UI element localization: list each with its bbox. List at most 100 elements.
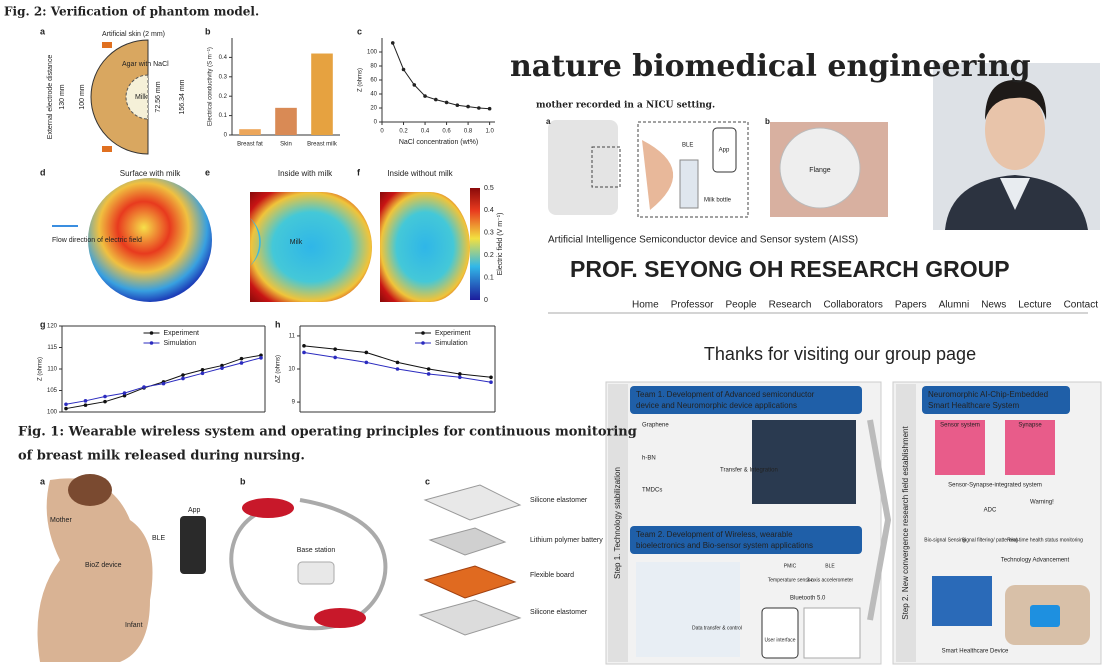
milk-field bbox=[250, 218, 261, 266]
point bbox=[455, 103, 460, 107]
y-tick-label: 11 bbox=[289, 334, 296, 340]
figure-title: of breast milk released during nursing. bbox=[18, 449, 305, 464]
point bbox=[466, 104, 470, 109]
label: Signal filtering/ patterning bbox=[962, 537, 1019, 543]
y-tick-label: 110 bbox=[47, 367, 57, 373]
panel-letter: f bbox=[357, 167, 361, 177]
label: Silicone elastomer bbox=[530, 497, 588, 504]
journal-title: nature biomedical engineering bbox=[510, 49, 1031, 84]
label: Bluetooth 5.0 bbox=[790, 596, 826, 602]
y-tick-label: 0.3 bbox=[219, 74, 228, 80]
patch-layers bbox=[636, 562, 740, 657]
face bbox=[985, 90, 1045, 170]
layer-top bbox=[423, 484, 522, 521]
surface-field bbox=[88, 178, 212, 302]
nav-link[interactable]: News bbox=[981, 300, 1006, 311]
label: ADC bbox=[984, 508, 997, 514]
label: a bbox=[546, 117, 551, 126]
y-tick-label: 100 bbox=[367, 50, 378, 56]
point bbox=[434, 97, 438, 102]
y-tick-label: 0.4 bbox=[219, 55, 228, 61]
legend-label: Experiment bbox=[164, 330, 199, 337]
label: Step 1. Technology stabilization bbox=[613, 467, 622, 579]
label: Smart Healthcare System bbox=[928, 401, 1019, 410]
nav-link[interactable]: Lecture bbox=[1018, 300, 1052, 311]
y-tick-label: 10 bbox=[288, 367, 295, 373]
panel-letter: c bbox=[425, 476, 430, 486]
label: Agar with NaCl bbox=[122, 61, 169, 68]
label: Infant bbox=[125, 622, 143, 629]
label: 3-axis accelerometer bbox=[807, 577, 854, 583]
point bbox=[444, 100, 449, 105]
hair bbox=[68, 474, 112, 506]
point bbox=[122, 393, 127, 398]
label: BLE bbox=[825, 563, 835, 569]
figure-title: Fig. 2: Verification of phantom model. bbox=[4, 5, 259, 19]
step1-bar bbox=[608, 384, 628, 662]
ai-chip bbox=[932, 576, 992, 626]
y-tick-label: 100 bbox=[47, 410, 58, 416]
point bbox=[259, 356, 263, 360]
breast bbox=[642, 140, 674, 210]
point bbox=[103, 399, 107, 404]
point bbox=[64, 402, 68, 407]
nav-link[interactable]: Research bbox=[769, 300, 812, 311]
phantom bbox=[90, 39, 149, 155]
x-tick-label: Skin bbox=[280, 142, 292, 148]
nav-link[interactable]: Alumni bbox=[939, 300, 970, 311]
nav-link[interactable]: Collaborators bbox=[823, 300, 882, 311]
point bbox=[161, 381, 166, 386]
nav-link[interactable]: Papers bbox=[895, 300, 927, 311]
nav-link[interactable]: Professor bbox=[671, 300, 714, 311]
inside-field bbox=[380, 192, 470, 302]
legend-label: Experiment bbox=[435, 330, 470, 337]
phone bbox=[761, 607, 799, 659]
x-tick-label: Breast milk bbox=[307, 142, 338, 148]
point bbox=[259, 353, 263, 358]
label: Transfer & Integration bbox=[720, 468, 778, 474]
label: Bio-signal Sensing bbox=[924, 537, 966, 543]
bar bbox=[239, 129, 261, 135]
point bbox=[364, 350, 369, 355]
point bbox=[390, 41, 395, 45]
y-tick-label: 20 bbox=[370, 106, 377, 112]
colorbar bbox=[470, 188, 480, 300]
label: Team 2. Development of Wireless, wearabl… bbox=[636, 530, 793, 539]
point bbox=[83, 403, 88, 407]
nav-link[interactable]: People bbox=[725, 300, 757, 311]
research-diagram bbox=[605, 381, 1102, 665]
fig2-illustrations bbox=[52, 39, 480, 302]
label: Milk bbox=[135, 94, 148, 101]
label: Mother bbox=[50, 517, 72, 524]
layer-bottom bbox=[418, 599, 522, 636]
label: Warning! bbox=[1030, 500, 1054, 506]
nav-link[interactable]: Contact bbox=[1064, 300, 1099, 311]
label: Real-time health status monitoring bbox=[1007, 537, 1083, 543]
label: Electric field (V m⁻¹) bbox=[497, 213, 504, 276]
bar bbox=[275, 107, 297, 135]
panel-letter: a bbox=[40, 26, 46, 36]
y-tick-label: 0.2 bbox=[219, 94, 228, 100]
mother bbox=[37, 478, 153, 662]
y-tick-label: 0.1 bbox=[219, 113, 228, 119]
point bbox=[181, 376, 185, 381]
fig1-illustrations bbox=[37, 474, 522, 662]
phone bbox=[712, 127, 737, 173]
label: Data transfer & control bbox=[692, 625, 742, 631]
bottle bbox=[679, 159, 699, 209]
colorbar-tick: 0 bbox=[484, 297, 488, 304]
zoom-box bbox=[591, 146, 621, 188]
legend-swatch bbox=[421, 331, 425, 335]
electrode bbox=[102, 146, 112, 152]
label: Step 2. New convergence research field e… bbox=[901, 426, 910, 620]
mother-illustration bbox=[548, 120, 618, 215]
point bbox=[333, 355, 337, 360]
nav-link[interactable]: Home bbox=[632, 300, 659, 311]
device-stack bbox=[752, 420, 856, 504]
point bbox=[142, 385, 146, 389]
label: BLE bbox=[682, 143, 693, 149]
point bbox=[122, 391, 127, 395]
milk-region bbox=[125, 74, 149, 120]
panel-letter: h bbox=[275, 319, 281, 329]
label: App bbox=[188, 507, 201, 514]
